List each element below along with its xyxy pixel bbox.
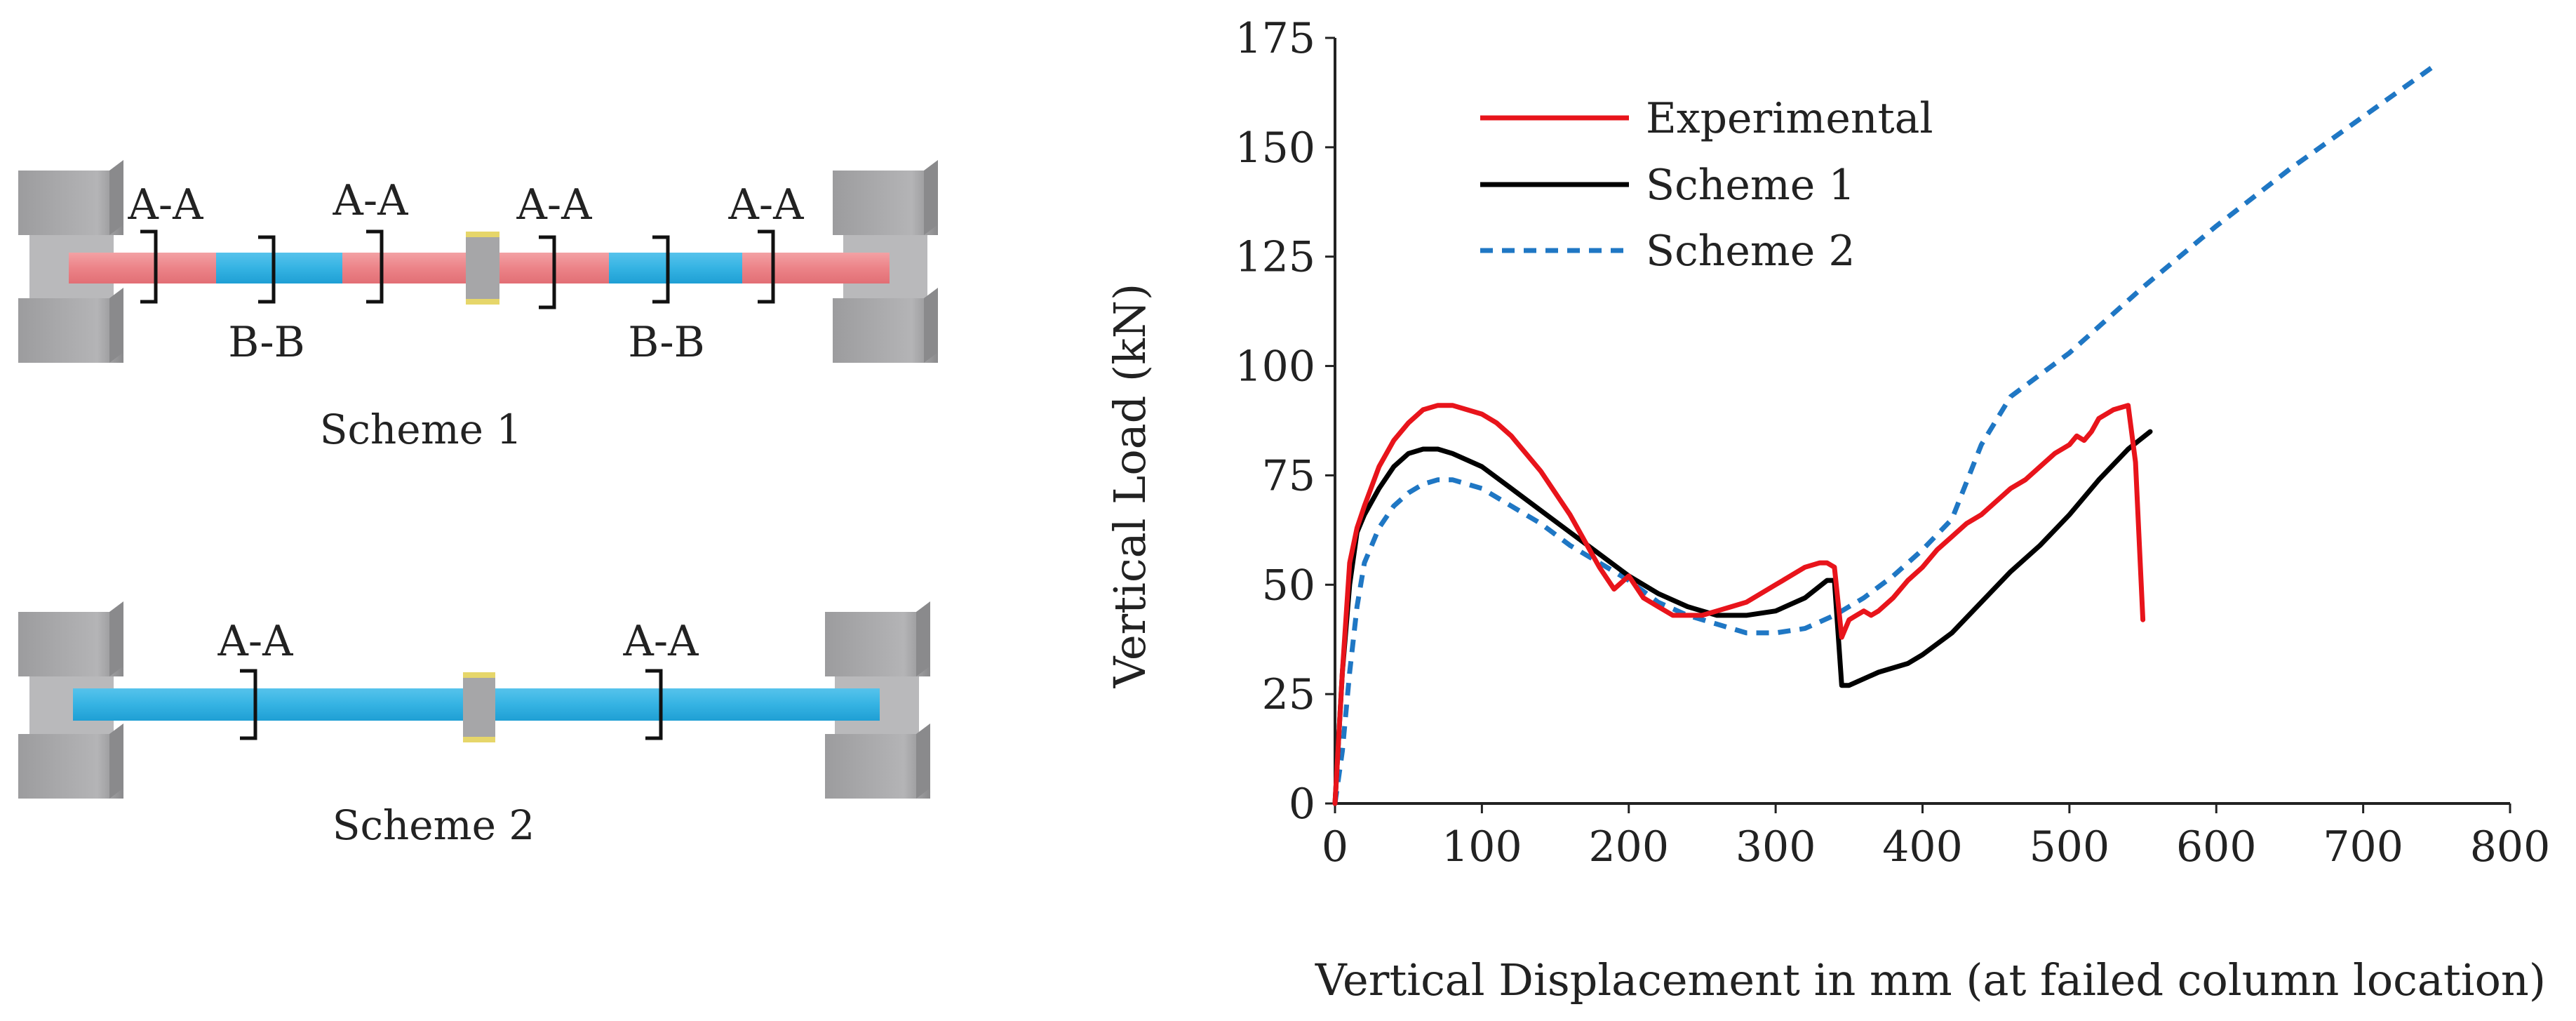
x-tick-label: 800 (2470, 822, 2551, 872)
x-tick-label: 600 (2176, 822, 2257, 872)
scheme1-label-b-b: B-B (228, 318, 305, 367)
scheme2-caption: Scheme 2 (333, 801, 535, 849)
chart-axes (1334, 38, 2510, 805)
scheme1-beam-segment-blue (609, 253, 742, 283)
scheme2-section-cut (645, 669, 663, 740)
scheme2-section-cut (240, 669, 257, 740)
x-tick-label: 500 (2030, 822, 2110, 872)
x-tick-label: 700 (2323, 822, 2403, 872)
scheme2-failed-column (463, 672, 495, 742)
x-axis-label: Vertical Displacement in mm (at failed c… (1315, 954, 2546, 1006)
series-line-experimental (1332, 403, 2146, 806)
scheme1-failed-column (466, 232, 499, 305)
chart-series (1332, 62, 2439, 806)
scheme1-section-cut (758, 229, 775, 304)
scheme1-section-cut (140, 229, 158, 304)
y-tick-label: 0 (1289, 780, 1315, 829)
chart-ticks: 0 100 200 300 400 500 600 700 800 0 25 50 75 100 125 15… (1235, 14, 2550, 872)
legend-label-scheme-2: Scheme 2 (1646, 227, 1856, 276)
chart-legend: Experimental Scheme 1 Scheme 2 (1480, 94, 1933, 276)
scheme2-diagram: A-A A-A Scheme 2 (18, 601, 930, 849)
y-tick-label: 75 (1262, 451, 1315, 500)
series-line-scheme-2 (1332, 62, 2439, 804)
y-tick-label: 25 (1262, 670, 1315, 719)
y-tick-label: 150 (1235, 124, 1315, 173)
y-tick-label: 100 (1235, 342, 1315, 392)
x-tick-label: 100 (1442, 822, 1522, 872)
scheme1-section-cut (258, 235, 276, 304)
load-displacement-chart: 0 100 200 300 400 500 600 700 800 0 25 50 75 100 125 15… (1104, 14, 2550, 1006)
scheme1-beam-segment-blue (216, 253, 342, 283)
y-tick-label: 175 (1235, 14, 1315, 63)
scheme2-label-a-a: A-A (217, 617, 294, 666)
scheme1-label-b-b: B-B (628, 318, 705, 367)
legend-label-scheme-1: Scheme 1 (1646, 161, 1856, 210)
scheme1-label-a-a: A-A (333, 176, 409, 225)
scheme1-label-a-a: A-A (128, 180, 204, 229)
scheme1-section-cut (539, 235, 556, 309)
scheme2-label-a-a: A-A (623, 617, 699, 666)
scheme1-beam-segment-red (69, 253, 216, 283)
x-tick-label: 200 (1588, 822, 1669, 872)
scheme1-caption: Scheme 1 (320, 406, 523, 453)
y-tick-label: 50 (1262, 561, 1315, 610)
scheme1-section-cut (366, 229, 384, 304)
y-axis-label: Vertical Load (kN) (1104, 283, 1155, 688)
x-tick-label: 400 (1882, 822, 1963, 872)
scheme1-beam-segment-red (742, 253, 890, 283)
y-tick-label: 125 (1235, 233, 1315, 282)
scheme1-label-a-a: A-A (516, 180, 593, 229)
legend-label-experimental: Experimental (1646, 94, 1933, 143)
series-line-scheme-1 (1332, 429, 2153, 806)
scheme1-section-cut (652, 235, 670, 304)
x-tick-label: 300 (1736, 822, 1816, 872)
scheme1-label-a-a: A-A (728, 180, 805, 229)
scheme1-diagram: A-A A-A A-A A-A B-B B-B Scheme 1 (18, 160, 938, 453)
x-tick-label: 0 (1322, 822, 1348, 872)
